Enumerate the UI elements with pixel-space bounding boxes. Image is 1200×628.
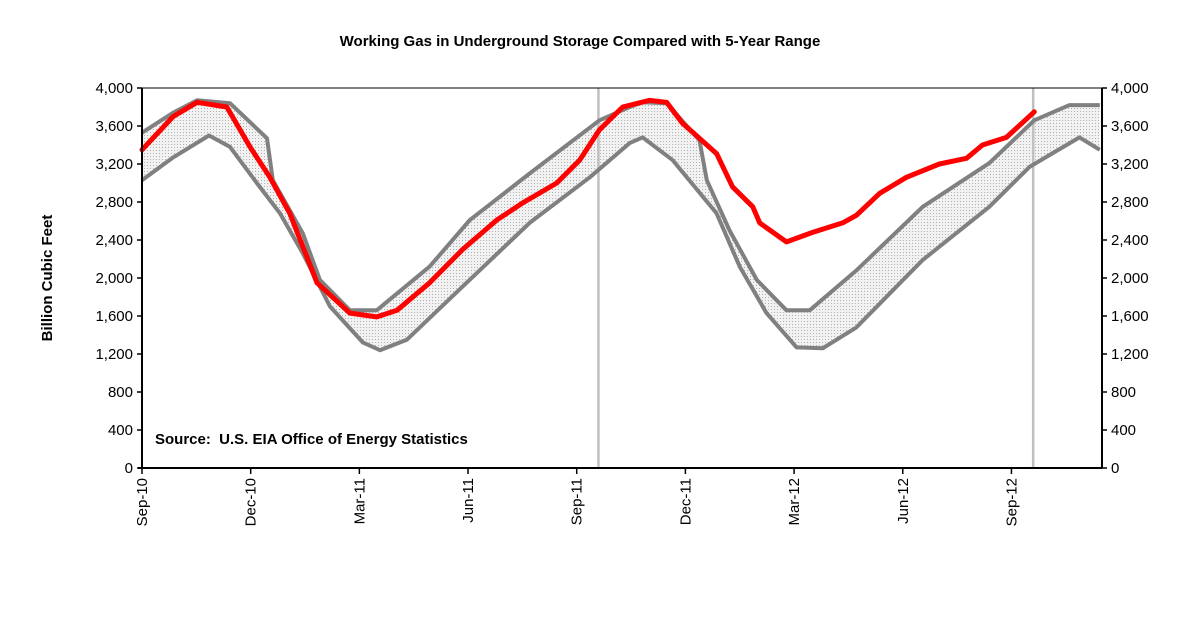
y-tick-label-right: 3,200: [1111, 156, 1149, 173]
y-tick-label-right: 400: [1111, 422, 1136, 439]
x-tick-label: Sep-11: [569, 478, 586, 525]
y-tick-label-right: 1,600: [1111, 308, 1149, 325]
chart-title: Working Gas in Underground Storage Compa…: [340, 33, 821, 50]
axes: 0 0 400 400 800 800 1,200 1,200 1,600 1,600 2,000 2…: [95, 80, 1148, 526]
x-tick-label: Jun-12: [895, 478, 912, 524]
y-tick-label-left: 2,800: [95, 194, 133, 211]
x-tick-label: Sep-12: [1003, 478, 1020, 526]
y-tick-label-left: 2,000: [95, 270, 133, 287]
reference-lines: [597, 88, 1035, 468]
y-tick-label-left: 4,000: [95, 80, 133, 97]
y-tick-label-left: 3,200: [95, 156, 133, 173]
y-tick-label-right: 4,000: [1111, 80, 1149, 97]
x-tick-label: Sep-10: [134, 478, 151, 526]
series-lines: [139, 97, 1101, 353]
y-tick-label-right: 2,800: [1111, 194, 1149, 211]
x-tick-label: Jun-11: [460, 478, 477, 523]
y-tick-label-right: 1,200: [1111, 346, 1149, 363]
y-tick-label-left: 2,400: [95, 232, 133, 249]
x-tick-label: Dec-11: [677, 478, 694, 525]
x-tick-label: Mar-11: [351, 478, 368, 524]
x-tick-label: Dec-10: [243, 478, 260, 526]
y-tick-label-left: 1,600: [95, 308, 133, 325]
source-annotation: Source: U.S. EIA Office of Energy Statis…: [155, 431, 468, 448]
y-tick-label-right: 0: [1111, 460, 1119, 477]
y-tick-label-right: 2,000: [1111, 270, 1149, 287]
five-year-range-band: [142, 100, 1100, 351]
y-tick-label-left: 3,600: [95, 118, 133, 135]
storage-line: [139, 97, 1037, 320]
range-fill: [142, 100, 1100, 351]
y-tick-label-right: 2,400: [1111, 232, 1149, 249]
five-year-min-line: [140, 133, 1101, 353]
y-tick-label-right: 3,600: [1111, 118, 1149, 135]
y-tick-label-right: 800: [1111, 384, 1136, 401]
y-axis-title: Billion Cubic Feet: [39, 215, 56, 342]
y-tick-label-left: 400: [108, 422, 133, 439]
y-tick-label-left: 1,200: [95, 346, 133, 363]
x-tick-label: Mar-12: [786, 478, 803, 526]
y-tick-label-left: 800: [108, 384, 133, 401]
y-tick-label-left: 0: [125, 460, 133, 477]
